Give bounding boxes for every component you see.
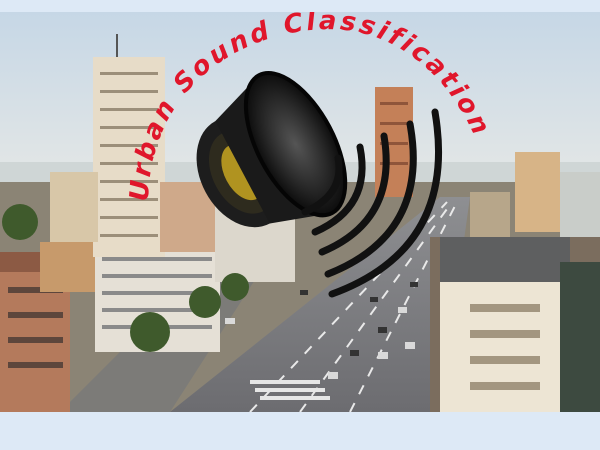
top-margin bbox=[0, 0, 600, 12]
speaker-icon bbox=[196, 71, 348, 228]
bottom-margin bbox=[0, 412, 600, 450]
city-photo: Urban Sound Classification bbox=[0, 12, 600, 412]
